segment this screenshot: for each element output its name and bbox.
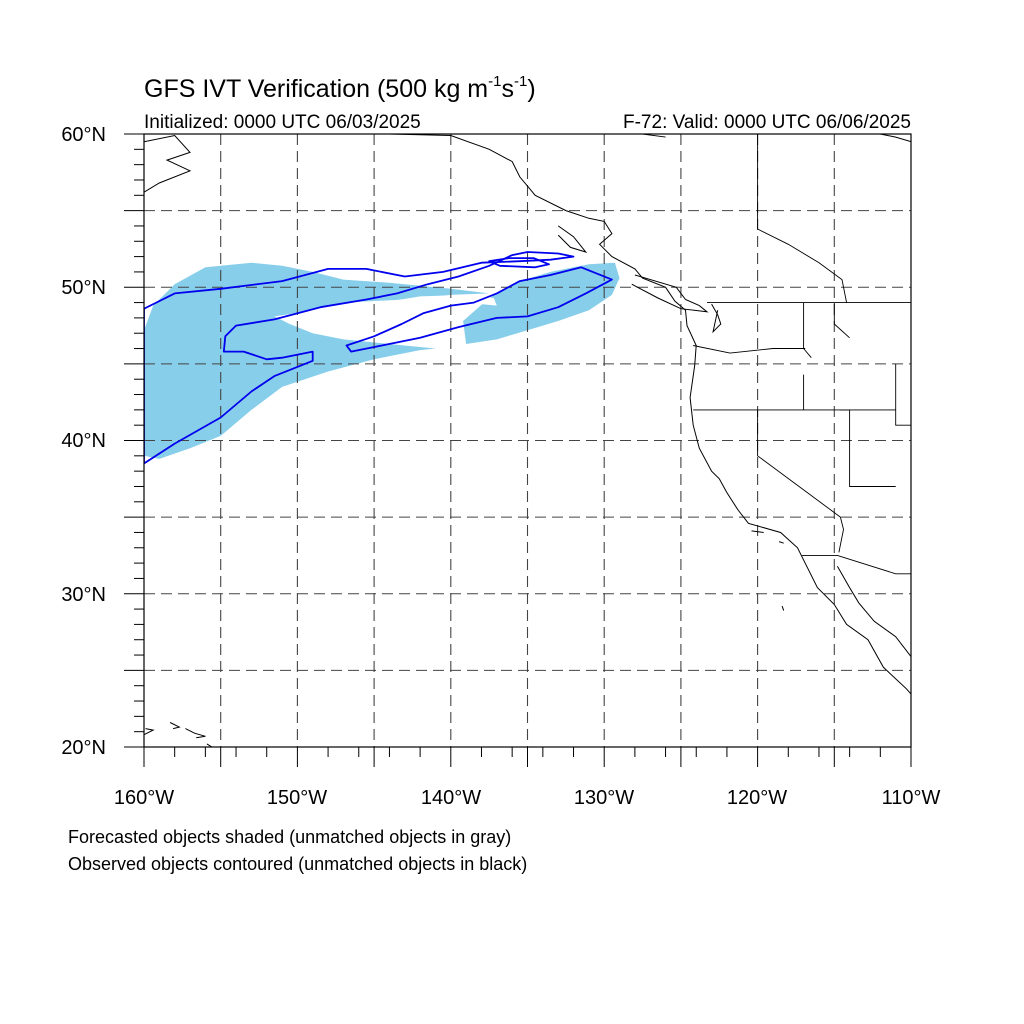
coastline	[206, 743, 213, 747]
lon-label-160w: 160°W	[114, 787, 174, 809]
coastline	[169, 722, 181, 730]
coastline	[781, 605, 785, 611]
lat-labels: 60°N 50°N 40°N 30°N 20°N	[61, 124, 106, 759]
state-border	[757, 134, 848, 303]
axis-ticks	[124, 133, 912, 767]
forecast-object-gap	[374, 294, 497, 314]
valid-time-label: F-72: Valid: 0000 UTC 06/06/2025	[623, 112, 911, 133]
plot-title: GFS IVT Verification (500 kg m-1s-1)	[144, 73, 536, 103]
lat-label-40: 40°N	[61, 430, 106, 452]
forecast-objects	[144, 262, 620, 459]
lon-label-140w: 140°W	[421, 787, 481, 809]
geography-lines	[144, 134, 911, 747]
state-border	[693, 345, 806, 354]
observed-contour	[345, 266, 613, 353]
state-border	[757, 409, 844, 553]
coastline	[557, 225, 588, 253]
coastline	[751, 530, 764, 533]
forecast-object-east	[463, 262, 620, 344]
coastline	[711, 303, 722, 334]
lon-label-150w: 150°W	[267, 787, 327, 809]
lon-label-110w: 110°W	[882, 787, 941, 809]
lon-label-130w: 130°W	[574, 787, 634, 809]
lon-labels: 160°W 150°W 140°W 130°W 120°W 110°W	[114, 787, 941, 809]
coastline	[880, 134, 911, 143]
lat-label-50: 50°N	[61, 277, 106, 299]
coastline	[185, 728, 206, 739]
observed-contours	[144, 251, 613, 465]
lat-label-30: 30°N	[61, 584, 106, 606]
coastline	[389, 134, 911, 695]
state-border	[803, 302, 812, 358]
state-border	[840, 409, 896, 487]
state-border	[895, 363, 911, 426]
observed-contour	[488, 257, 550, 269]
lat-lon-grid	[144, 134, 911, 747]
coastline	[778, 541, 784, 544]
lat-label-20: 20°N	[61, 737, 106, 759]
coastline	[144, 134, 192, 193]
lon-label-120w: 120°W	[727, 787, 787, 809]
init-time-label: Initialized: 0000 UTC 06/03/2025	[144, 112, 421, 133]
observed-contour	[144, 251, 575, 465]
coastline	[144, 728, 155, 736]
plot-frame	[143, 133, 912, 748]
state-border	[802, 554, 911, 575]
state-border	[833, 302, 850, 339]
forecast-legend-note: Forecasted objects shaded (unmatched obj…	[68, 827, 511, 847]
coastline	[836, 565, 911, 657]
observed-legend-note: Observed objects contoured (unmatched ob…	[68, 854, 527, 874]
coastline	[631, 274, 709, 313]
lat-label-60: 60°N	[61, 124, 106, 146]
